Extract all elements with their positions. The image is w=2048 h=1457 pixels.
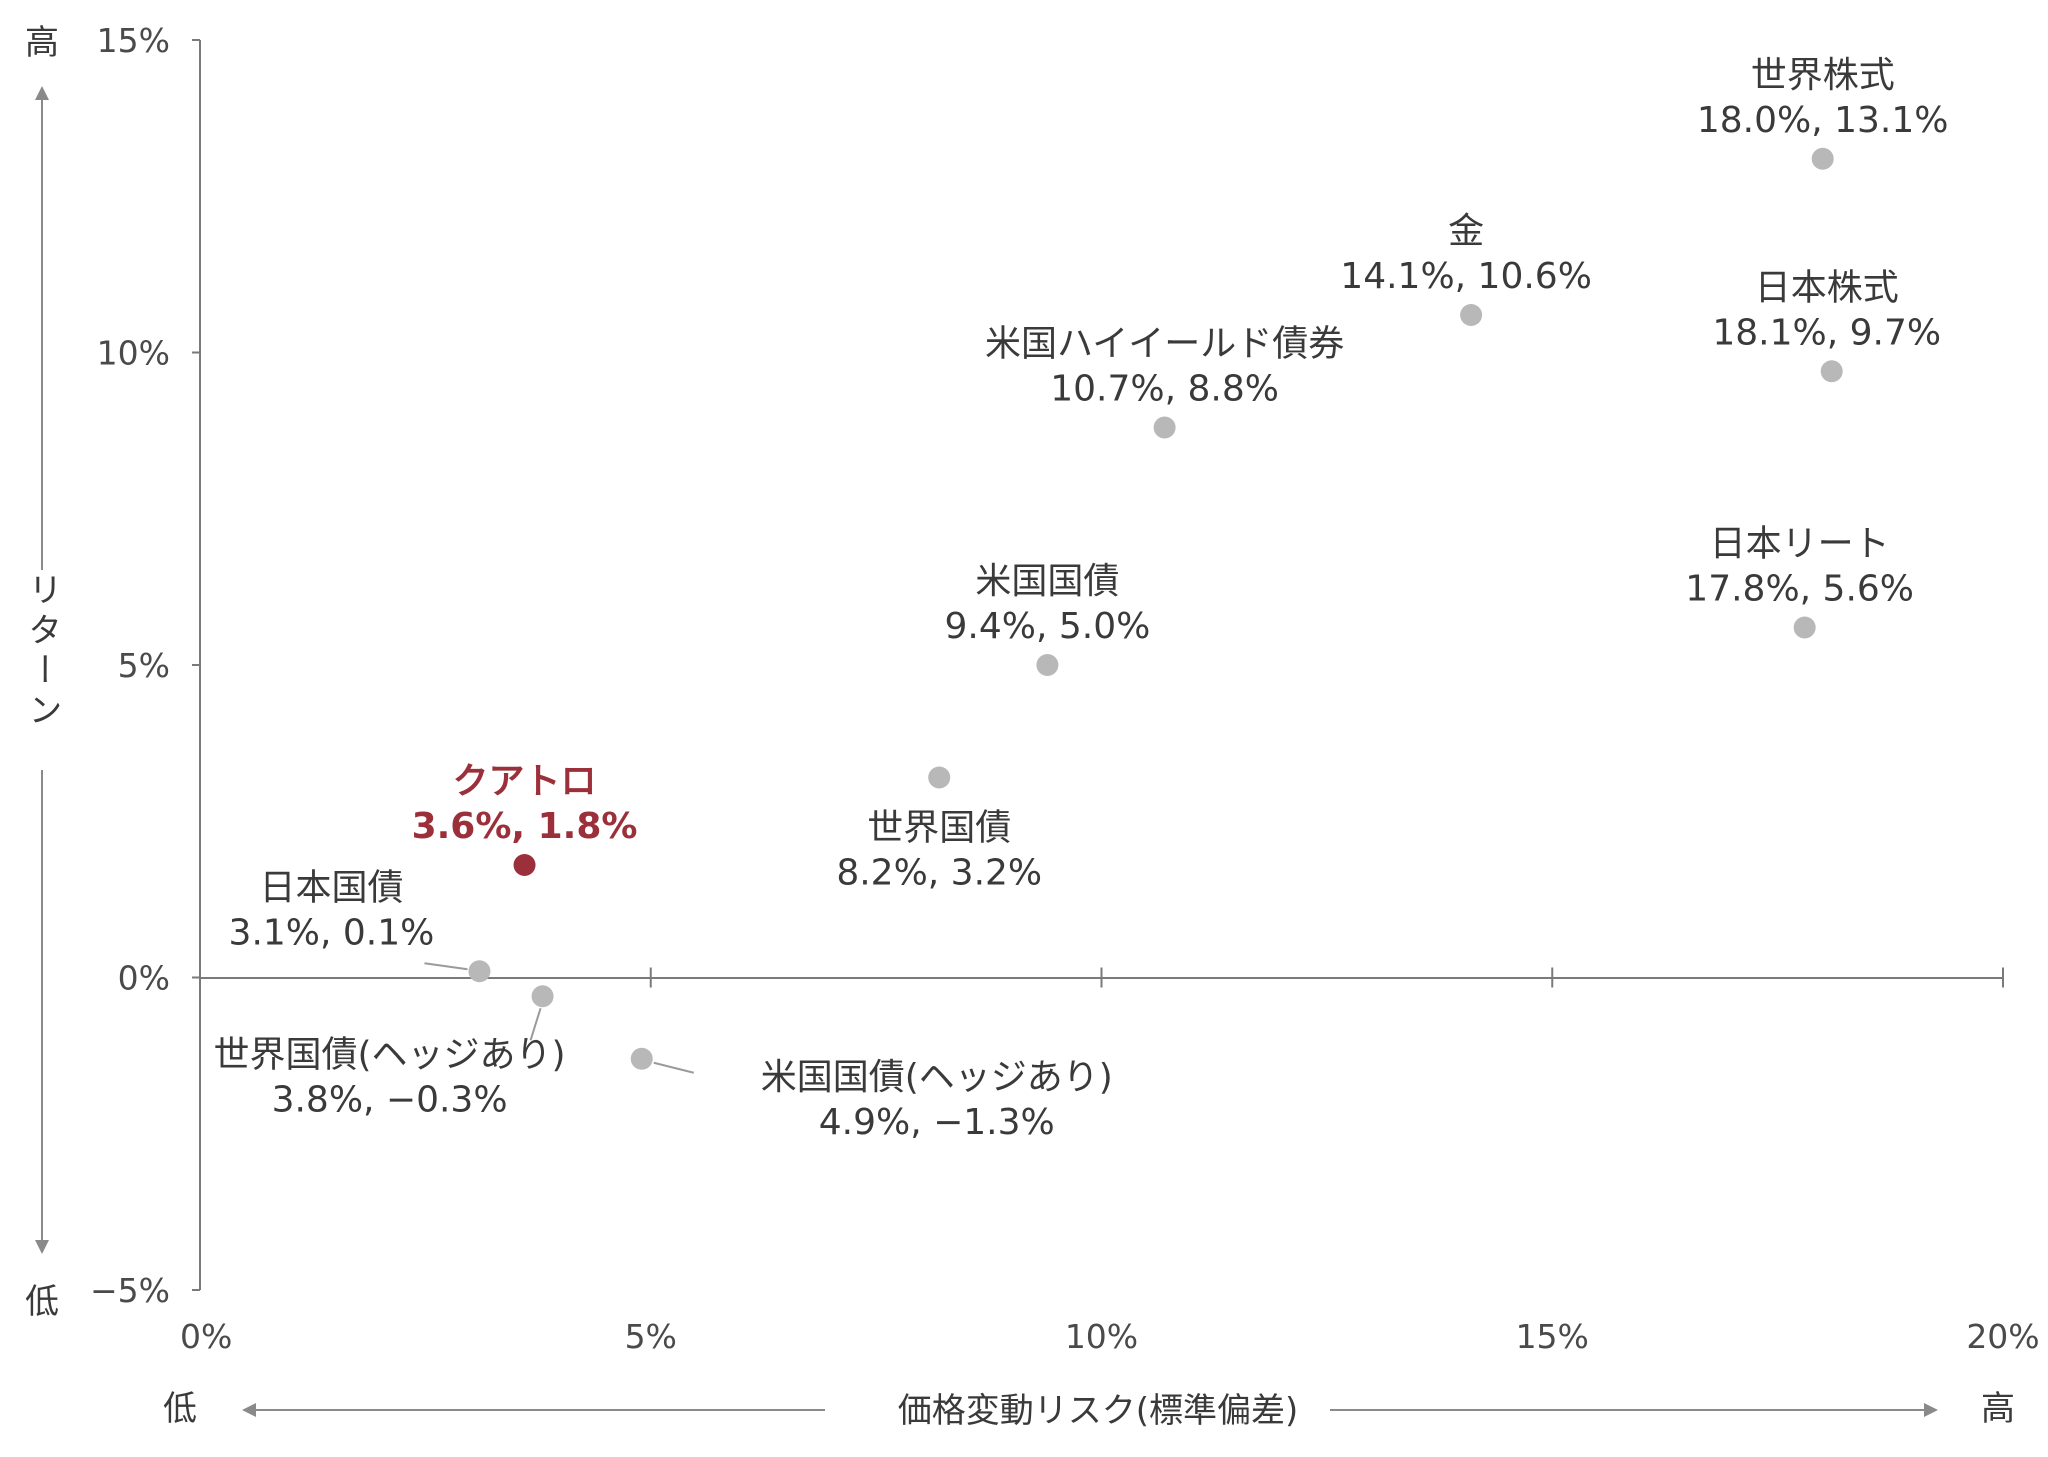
y-ticks: −5% 0% 5% 10% 15% — [90, 21, 200, 1310]
point-name-label: 日本リート — [1710, 524, 1890, 565]
y-tick-label: 5% — [118, 646, 170, 685]
data-point — [531, 985, 554, 1008]
x-high-label: 高 — [1981, 1389, 2015, 1429]
point-name-label: 米国国債(ヘッジあり) — [761, 1057, 1113, 1098]
x-ticks: 0% 5% 10% 15% 20% — [180, 967, 2040, 1356]
y-arrow-up-head — [35, 86, 49, 100]
y-high-label: 高 — [25, 23, 59, 63]
point-value-label: 18.1%, 9.7% — [1712, 312, 1941, 353]
point-name-label: 世界株式 — [1751, 55, 1895, 96]
data-points — [468, 147, 1843, 1070]
x-axis-label: 価格変動リスク(標準偏差) — [898, 1391, 1299, 1431]
data-point — [1460, 304, 1483, 326]
x-tick-label: 10% — [1065, 1317, 1138, 1356]
y-axis-caption: 高 リターン 低 — [22, 23, 62, 1322]
point-name-label: 日本国債 — [259, 867, 403, 908]
x-arrow-left-head — [242, 1403, 256, 1417]
point-value-label: 14.1%, 10.6% — [1340, 256, 1592, 297]
y-axis-label: リターン — [22, 572, 62, 732]
data-point — [1036, 654, 1059, 676]
point-value-label: 3.1%, 0.1% — [229, 912, 435, 953]
y-tick-label: 0% — [118, 959, 170, 998]
point-name-label: 米国ハイイールド債券 — [985, 324, 1344, 365]
point-value-label: 9.4%, 5.0% — [945, 606, 1151, 647]
y-tick-label: −5% — [90, 1271, 170, 1310]
point-name-label: 金 — [1448, 211, 1484, 252]
data-point — [1153, 416, 1176, 439]
y-tick-label: 15% — [97, 21, 170, 60]
x-tick-label: 15% — [1516, 1317, 1589, 1356]
point-value-label: 3.8%, −0.3% — [272, 1079, 508, 1120]
leader-line — [424, 962, 468, 971]
data-point — [928, 766, 951, 789]
point-value-label: 3.6%, 1.8% — [412, 806, 638, 847]
leader-line — [653, 1061, 694, 1074]
x-arrow-right-head — [1924, 1403, 1938, 1417]
data-point — [1793, 616, 1816, 639]
data-point — [468, 960, 491, 983]
point-name-label: 世界国債(ヘッジあり) — [214, 1034, 566, 1075]
y-arrow-down-head — [35, 1240, 49, 1254]
point-name-label: 世界国債 — [867, 808, 1011, 849]
point-name-label: 日本株式 — [1755, 267, 1899, 308]
point-value-label: 17.8%, 5.6% — [1685, 569, 1914, 610]
point-value-label: 4.9%, −1.3% — [819, 1102, 1055, 1143]
data-point — [1811, 147, 1834, 170]
point-value-label: 18.0%, 13.1% — [1697, 100, 1949, 141]
y-tick-label: 10% — [97, 334, 170, 373]
data-point — [513, 854, 536, 876]
x-tick-label: 0% — [180, 1317, 232, 1356]
point-name-label: クアトロ — [453, 761, 597, 802]
leader-lines — [424, 962, 694, 1074]
data-point — [630, 1047, 653, 1070]
x-axis-caption: 低 価格変動リスク(標準偏差) 高 — [163, 1389, 2015, 1431]
x-tick-label: 5% — [625, 1317, 677, 1356]
point-value-label: 8.2%, 3.2% — [836, 853, 1042, 894]
x-tick-label: 20% — [1966, 1317, 2039, 1356]
y-low-label: 低 — [25, 1282, 59, 1322]
x-low-label: 低 — [163, 1389, 197, 1429]
point-value-label: 10.7%, 8.8% — [1050, 369, 1279, 410]
point-name-label: 米国国債 — [975, 561, 1119, 602]
leader-line — [529, 1007, 542, 1041]
data-point — [1820, 360, 1843, 383]
